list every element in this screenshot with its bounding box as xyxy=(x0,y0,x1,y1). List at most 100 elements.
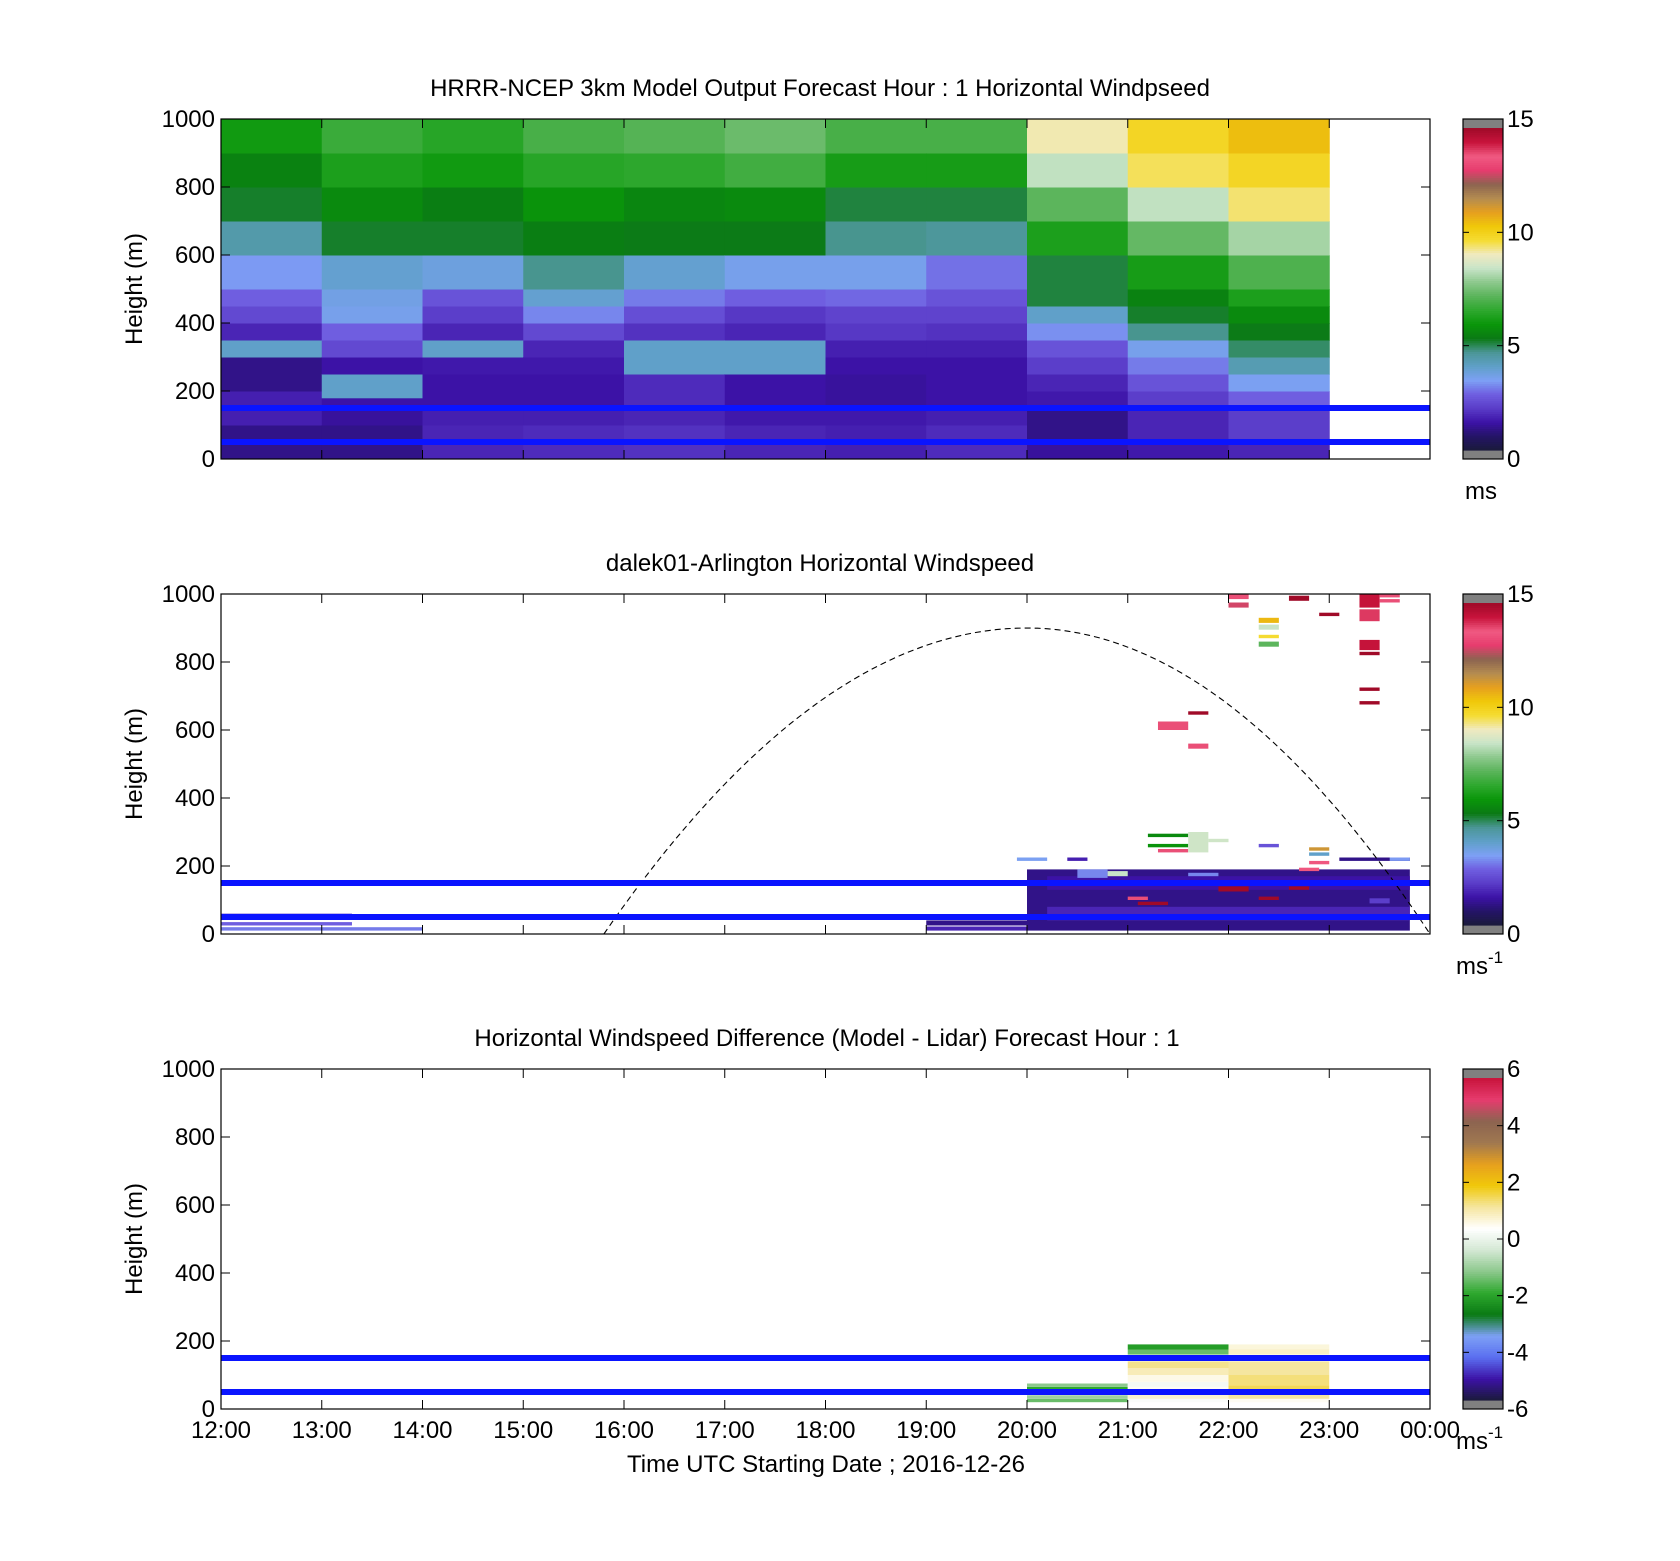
heatmap-cell xyxy=(926,255,1028,290)
colorbar-band xyxy=(1463,1084,1503,1088)
colorbar-band xyxy=(1463,1191,1503,1195)
heatmap-cell xyxy=(321,306,423,324)
heatmap-cell xyxy=(1127,153,1229,188)
colorbar-band xyxy=(1463,192,1503,196)
colorbar-band xyxy=(1463,261,1503,264)
y-tick-label: 1000 xyxy=(162,106,215,133)
heatmap-cell xyxy=(523,306,625,324)
data-patch xyxy=(1359,701,1380,705)
heatmap-cell xyxy=(422,187,524,222)
colorbar-band xyxy=(1463,1110,1503,1113)
colorbar-band xyxy=(1463,1395,1503,1399)
heatmap-cell xyxy=(1027,442,1129,460)
colorbar-band xyxy=(1463,213,1503,217)
colorbar-band xyxy=(1463,678,1503,681)
heatmap-cell xyxy=(221,306,323,324)
heatmap-cell xyxy=(825,187,927,222)
colorbar-band xyxy=(1463,605,1503,608)
colorbar-band xyxy=(1463,179,1503,183)
colorbar-band xyxy=(1463,392,1503,395)
heatmap-cell xyxy=(1127,221,1229,256)
heatmap-cell xyxy=(1027,340,1129,358)
colorbar-tick-label: 2 xyxy=(1507,1169,1520,1196)
colorbar-band xyxy=(1463,1080,1503,1083)
colorbar-band xyxy=(1463,1099,1503,1103)
colorbar-band xyxy=(1463,143,1503,146)
heatmap-cell xyxy=(321,340,423,358)
colorbar-band xyxy=(1463,744,1503,748)
colorbar-band xyxy=(1463,1138,1503,1141)
colorbar-band xyxy=(1463,1219,1503,1223)
data-patch xyxy=(1359,651,1380,656)
colorbar-band xyxy=(1463,250,1503,254)
colorbar-band xyxy=(1463,914,1503,918)
data-patch xyxy=(1258,896,1279,900)
heatmap-cell xyxy=(422,306,524,324)
data-patch xyxy=(1027,1395,1128,1399)
colorbar-band xyxy=(1463,1275,1503,1279)
colorbar-band xyxy=(1463,736,1503,739)
heatmap-cell xyxy=(1127,340,1229,358)
y-ticks: 0 200 400 600 800 1000 xyxy=(162,581,1430,948)
colorbar-band xyxy=(1463,922,1503,926)
colorbar-band xyxy=(1463,1359,1503,1362)
heatmap-cell xyxy=(926,323,1028,341)
colorbar-band xyxy=(1463,691,1503,694)
heatmap-cell xyxy=(724,408,826,426)
data-patch xyxy=(1228,1398,1330,1403)
colorbar-band xyxy=(1463,834,1503,838)
colorbar-band xyxy=(1463,1299,1503,1302)
colorbar-band xyxy=(1463,158,1503,161)
heatmap-cell xyxy=(624,153,726,188)
data-patch xyxy=(1077,869,1108,878)
colorbar-band xyxy=(1463,1361,1503,1365)
colorbar-band xyxy=(1463,417,1503,421)
heatmap-cell xyxy=(321,255,423,290)
colorbar-band xyxy=(1463,871,1503,875)
colorbar-band xyxy=(1463,858,1503,862)
colorbar-unit: ms-1 xyxy=(1456,1423,1503,1455)
colorbar-band xyxy=(1463,688,1503,692)
colorbar-band xyxy=(1463,628,1503,632)
colorbar-band xyxy=(1463,291,1503,294)
colorbar-band xyxy=(1463,684,1503,688)
colorbar-band xyxy=(1463,308,1503,312)
colorbar-tick-label: -2 xyxy=(1507,1283,1528,1310)
data-patch xyxy=(1016,857,1048,861)
heatmap-cell xyxy=(724,340,826,358)
colorbar-band xyxy=(1463,402,1503,406)
colorbar-band xyxy=(1463,1391,1503,1395)
colorbar-band xyxy=(1463,875,1503,879)
colorbar-band xyxy=(1463,1155,1503,1159)
colorbar-band xyxy=(1463,1382,1503,1386)
colorbar-band xyxy=(1463,1223,1503,1227)
colorbar-band xyxy=(1463,849,1503,853)
colorbar-band xyxy=(1463,185,1503,189)
colorbar-band xyxy=(1463,327,1503,331)
colorbar-band xyxy=(1463,147,1503,151)
colorbar-band xyxy=(1463,1144,1503,1148)
heatmap-cell xyxy=(624,255,726,290)
data-patch xyxy=(1127,1375,1229,1382)
heatmap-cell xyxy=(1228,442,1330,460)
colorbar-band xyxy=(1463,164,1503,168)
colorbar-band xyxy=(1463,1271,1503,1274)
y-axis-label: Height (m) xyxy=(121,708,148,820)
data-patch xyxy=(1379,594,1400,598)
colorbar-band xyxy=(1463,742,1503,746)
colorbar-band xyxy=(1463,437,1503,440)
colorbar-frame xyxy=(1462,593,1504,935)
colorbar-band xyxy=(1463,1172,1503,1176)
data-patch xyxy=(1258,634,1279,639)
heatmap-cell xyxy=(1228,374,1330,392)
heatmap-cell xyxy=(624,374,726,409)
data-patch xyxy=(1228,602,1249,608)
colorbar-band xyxy=(1463,1393,1503,1397)
colorbar-band xyxy=(1463,252,1503,256)
panel-lidar: dalek01-Arlington Horizontal Windspeed 0… xyxy=(121,550,1534,980)
colorbar-band xyxy=(1463,1316,1503,1320)
colorbar-band xyxy=(1463,254,1503,258)
colorbar-band xyxy=(1463,626,1503,630)
colorbar-unit-exponent: -1 xyxy=(1488,948,1503,967)
colorbar-band xyxy=(1463,729,1503,733)
